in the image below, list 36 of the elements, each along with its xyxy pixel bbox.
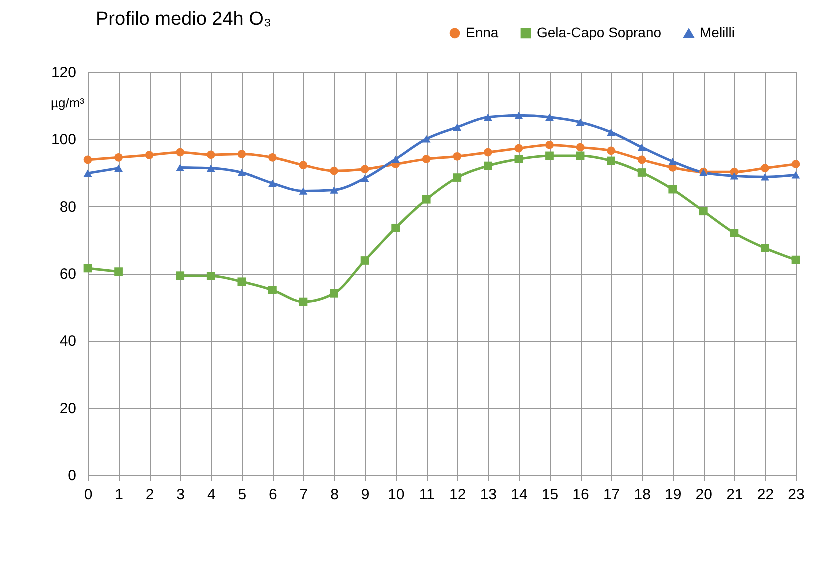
y-tick-label: 120	[51, 64, 76, 82]
y-tick-label: 40	[60, 333, 76, 350]
legend-label: Gela-Capo Soprano	[537, 24, 662, 40]
x-tick-label: 17	[603, 486, 620, 504]
legend-label: Melilli	[700, 24, 735, 41]
x-tick-label: 7	[300, 486, 308, 504]
x-tick-label: 10	[388, 486, 405, 504]
y-tick-label: 60	[60, 266, 76, 283]
y-axis-title: µg/m³	[51, 96, 86, 110]
x-tick-label: 18	[634, 486, 651, 504]
y-tick-label: 80	[60, 198, 76, 216]
x-tick-label: 1	[115, 486, 124, 504]
x-tick-label: 20	[696, 486, 712, 504]
x-tick-label: 4	[207, 486, 216, 504]
x-tick-label: 15	[542, 486, 559, 504]
x-tick-label: 21	[726, 486, 744, 504]
x-tick-label: 12	[450, 486, 466, 504]
x-tick-label: 13	[480, 486, 498, 504]
x-tick-label: 6	[269, 486, 278, 504]
x-tick-label: 8	[330, 486, 339, 504]
y-tick-label: 20	[60, 400, 76, 418]
chart-title: Profilo medio 24h O₃	[96, 9, 272, 30]
x-tick-label: 16	[572, 486, 590, 504]
x-tick-label: 2	[146, 486, 154, 504]
x-tick-label: 19	[665, 486, 682, 504]
x-tick-label: 9	[361, 486, 370, 504]
x-tick-label: 5	[238, 486, 247, 504]
x-tick-label: 22	[757, 486, 774, 504]
legend-label: Enna	[466, 24, 499, 40]
x-tick-label: 23	[788, 486, 805, 504]
y-tick-label: 0	[68, 468, 76, 484]
y-tick-label: 100	[51, 132, 76, 149]
x-tick-label: 0	[84, 486, 93, 504]
x-tick-label: 3	[176, 486, 186, 504]
x-tick-label: 11	[419, 486, 435, 504]
x-tick-label: 14	[511, 486, 528, 504]
